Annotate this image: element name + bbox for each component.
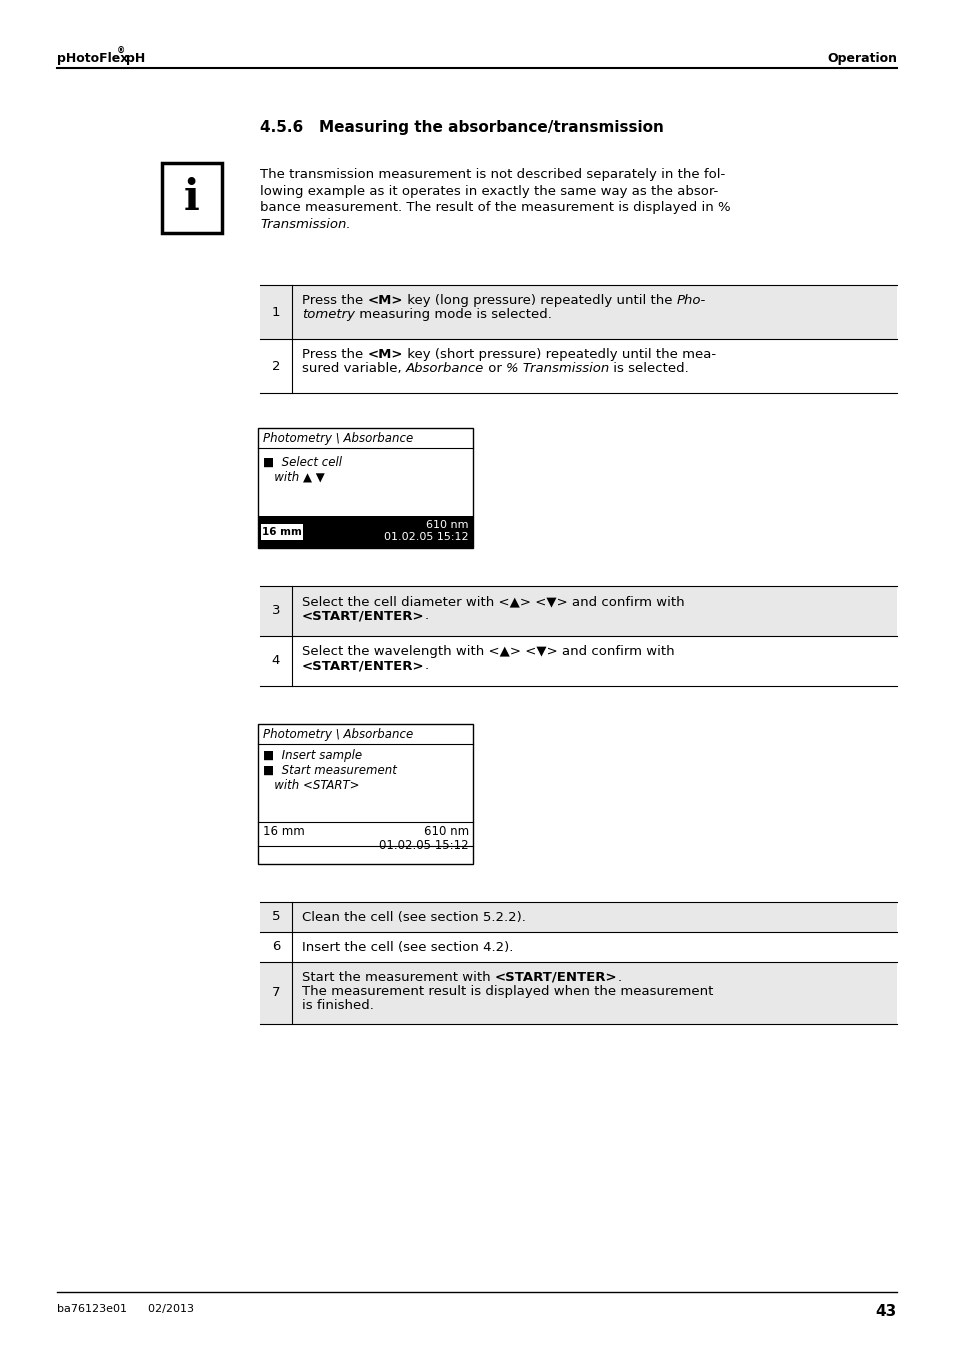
Text: lowing example as it operates in exactly the same way as the absor-: lowing example as it operates in exactly… [260, 185, 718, 197]
Bar [260, 902, 896, 932]
Text: 43: 43 [875, 1304, 896, 1319]
Text: is finished.: is finished. [302, 1000, 374, 1012]
Text: 01.02.05 15:12: 01.02.05 15:12 [384, 532, 469, 542]
Text: 4: 4 [272, 654, 280, 667]
Text: 5: 5 [272, 911, 280, 924]
Bar [260, 285, 896, 339]
Bar [257, 724, 473, 865]
Text: Press the: Press the [302, 295, 367, 307]
Bar [260, 962, 896, 1024]
Text: pH: pH [126, 51, 145, 65]
Bar [162, 163, 222, 232]
Text: is selected.: is selected. [609, 362, 688, 376]
Text: Select the cell diameter with <▲> <▼> and confirm with: Select the cell diameter with <▲> <▼> an… [302, 594, 684, 608]
Bar [257, 516, 473, 549]
Text: 01.02.05 15:12: 01.02.05 15:12 [379, 839, 469, 852]
Text: Press the: Press the [302, 349, 367, 361]
Text: The measurement result is displayed when the measurement: The measurement result is displayed when… [302, 985, 713, 998]
Text: with <START>: with <START> [263, 780, 359, 792]
Text: sured variable,: sured variable, [302, 362, 405, 376]
Text: .: . [424, 659, 428, 671]
Text: 7: 7 [272, 986, 280, 1000]
Text: .: . [424, 609, 428, 621]
Text: ba76123e01      02/2013: ba76123e01 02/2013 [57, 1304, 193, 1315]
Text: Absorbance: Absorbance [405, 362, 483, 376]
Bar [261, 524, 303, 540]
Text: 16 mm: 16 mm [262, 527, 301, 536]
Bar [260, 586, 896, 636]
Text: i: i [184, 177, 200, 219]
Text: 3: 3 [272, 604, 280, 617]
Text: Start the measurement with: Start the measurement with [302, 971, 495, 984]
Text: or: or [483, 362, 506, 376]
Text: Photometry \ Absorbance: Photometry \ Absorbance [263, 432, 413, 444]
Text: <START/ENTER>: <START/ENTER> [302, 659, 424, 671]
Text: % Transmission: % Transmission [506, 362, 609, 376]
Text: Select the wavelength with <▲> <▼> and confirm with: Select the wavelength with <▲> <▼> and c… [302, 644, 674, 658]
Text: 610 nm: 610 nm [423, 825, 469, 838]
Text: 610 nm: 610 nm [426, 520, 469, 530]
Text: measuring mode is selected.: measuring mode is selected. [355, 308, 551, 322]
Text: ■  Start measurement: ■ Start measurement [263, 765, 396, 777]
Text: The transmission measurement is not described separately in the fol-: The transmission measurement is not desc… [260, 168, 724, 181]
Text: ■  Select cell: ■ Select cell [263, 457, 341, 469]
Bar [257, 428, 473, 549]
Text: .: . [617, 971, 621, 984]
Text: <START/ENTER>: <START/ENTER> [495, 971, 617, 984]
Text: with ▲ ▼: with ▲ ▼ [263, 471, 324, 484]
Text: 2: 2 [272, 359, 280, 373]
Text: Photometry \ Absorbance: Photometry \ Absorbance [263, 728, 413, 740]
Text: <M>: <M> [367, 349, 402, 361]
Text: Clean the cell (see section 5.2.2).: Clean the cell (see section 5.2.2). [302, 911, 525, 924]
Text: tometry: tometry [302, 308, 355, 322]
Text: ■  Insert sample: ■ Insert sample [263, 748, 362, 762]
Text: 16 mm: 16 mm [263, 825, 304, 838]
Text: 1: 1 [272, 305, 280, 319]
Text: Insert the cell (see section 4.2).: Insert the cell (see section 4.2). [302, 942, 513, 954]
Text: key (short pressure) repeatedly until the mea-: key (short pressure) repeatedly until th… [402, 349, 716, 361]
Text: Transmission.: Transmission. [260, 218, 351, 231]
Text: pHotoFlex: pHotoFlex [57, 51, 129, 65]
Text: key (long pressure) repeatedly until the: key (long pressure) repeatedly until the [402, 295, 676, 307]
Text: ®: ® [117, 47, 125, 55]
Text: Pho-: Pho- [676, 295, 705, 307]
Text: 4.5.6   Measuring the absorbance/transmission: 4.5.6 Measuring the absorbance/transmiss… [260, 120, 663, 135]
Text: 6: 6 [272, 940, 280, 954]
Text: <M>: <M> [367, 295, 402, 307]
Text: bance measurement. The result of the measurement is displayed in %: bance measurement. The result of the mea… [260, 201, 730, 213]
Text: Operation: Operation [826, 51, 896, 65]
Text: <START/ENTER>: <START/ENTER> [302, 609, 424, 621]
